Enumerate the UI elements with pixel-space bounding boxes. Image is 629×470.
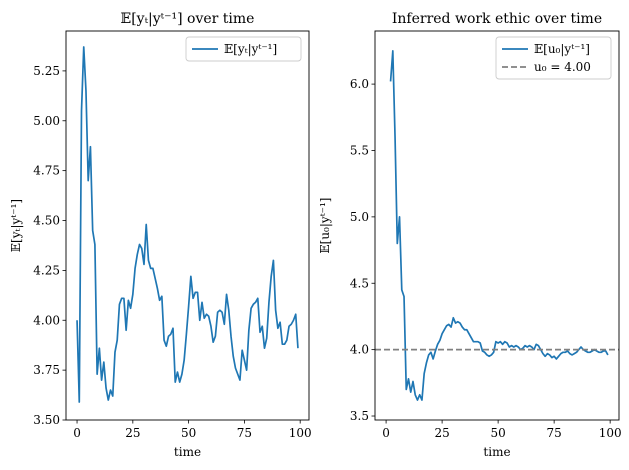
y-tick-label: 5.0 — [350, 210, 369, 224]
legend-entry: 𝔼[yₜ|yᵗ⁻¹] — [224, 42, 277, 56]
x-tick-label: 75 — [546, 426, 561, 440]
x-axis-label: time — [174, 445, 201, 459]
chart-panel-1: 0 25 50 75 100 3.50 3.75 4.00 4.25 4.50 4.75 5.00 5.… — [9, 11, 312, 459]
y-tick-label: 5.25 — [33, 64, 60, 78]
legend-box — [495, 36, 612, 80]
x-tick-label: 100 — [599, 426, 622, 440]
x-tick-label: 25 — [125, 426, 140, 440]
y-tick-label: 4.0 — [350, 343, 369, 357]
legend-entry: u₀ = 4.00 — [534, 60, 591, 74]
chart-title: 𝔼[yₜ|yᵗ⁻¹] over time — [121, 11, 255, 27]
y-axis-label: 𝔼[u₀|yᵗ⁻¹] — [318, 198, 332, 254]
y-tick-label: 3.50 — [33, 413, 60, 427]
x-tick-label: 50 — [181, 426, 196, 440]
y-tick-label: 4.25 — [33, 263, 60, 277]
y-tick-label: 4.50 — [33, 214, 60, 228]
y-tick-label: 5.00 — [33, 114, 60, 128]
x-tick-label: 50 — [490, 426, 505, 440]
y-tick-label: 3.5 — [350, 409, 369, 423]
x-tick-label: 0 — [73, 426, 81, 440]
y-tick-label: 4.5 — [350, 276, 369, 290]
x-axis-label: time — [483, 445, 510, 459]
x-tick-label: 0 — [382, 426, 390, 440]
x-tick-label: 25 — [434, 426, 449, 440]
y-tick-label: 5.5 — [350, 143, 369, 157]
series-line-1 — [76, 46, 299, 403]
x-tick-label: 75 — [237, 426, 252, 440]
series-line-1 — [389, 50, 609, 401]
y-tick-label: 4.75 — [33, 164, 60, 178]
legend: 𝔼[yₜ|yᵗ⁻¹] — [185, 36, 302, 62]
legend: 𝔼[u₀|yᵗ⁻¹] u₀ = 4.00 — [495, 36, 612, 80]
legend-entry: 𝔼[u₀|yᵗ⁻¹] — [534, 42, 590, 56]
plot-frame — [65, 30, 310, 421]
y-tick-label: 4.00 — [33, 313, 60, 327]
y-tick-label: 3.75 — [33, 363, 60, 377]
x-tick-label: 100 — [289, 426, 312, 440]
chart-title: Inferred work ethic over time — [392, 11, 602, 27]
plot-frame — [374, 30, 620, 421]
y-tick-label: 6.0 — [350, 77, 369, 91]
y-axis-label: 𝔼[yₜ|yᵗ⁻¹] — [9, 199, 23, 252]
legend-box — [185, 36, 302, 62]
chart-panel-2: 0 25 50 75 100 3.5 4.0 4.5 5.0 5.5 6.0 Inferred wor… — [318, 11, 622, 459]
